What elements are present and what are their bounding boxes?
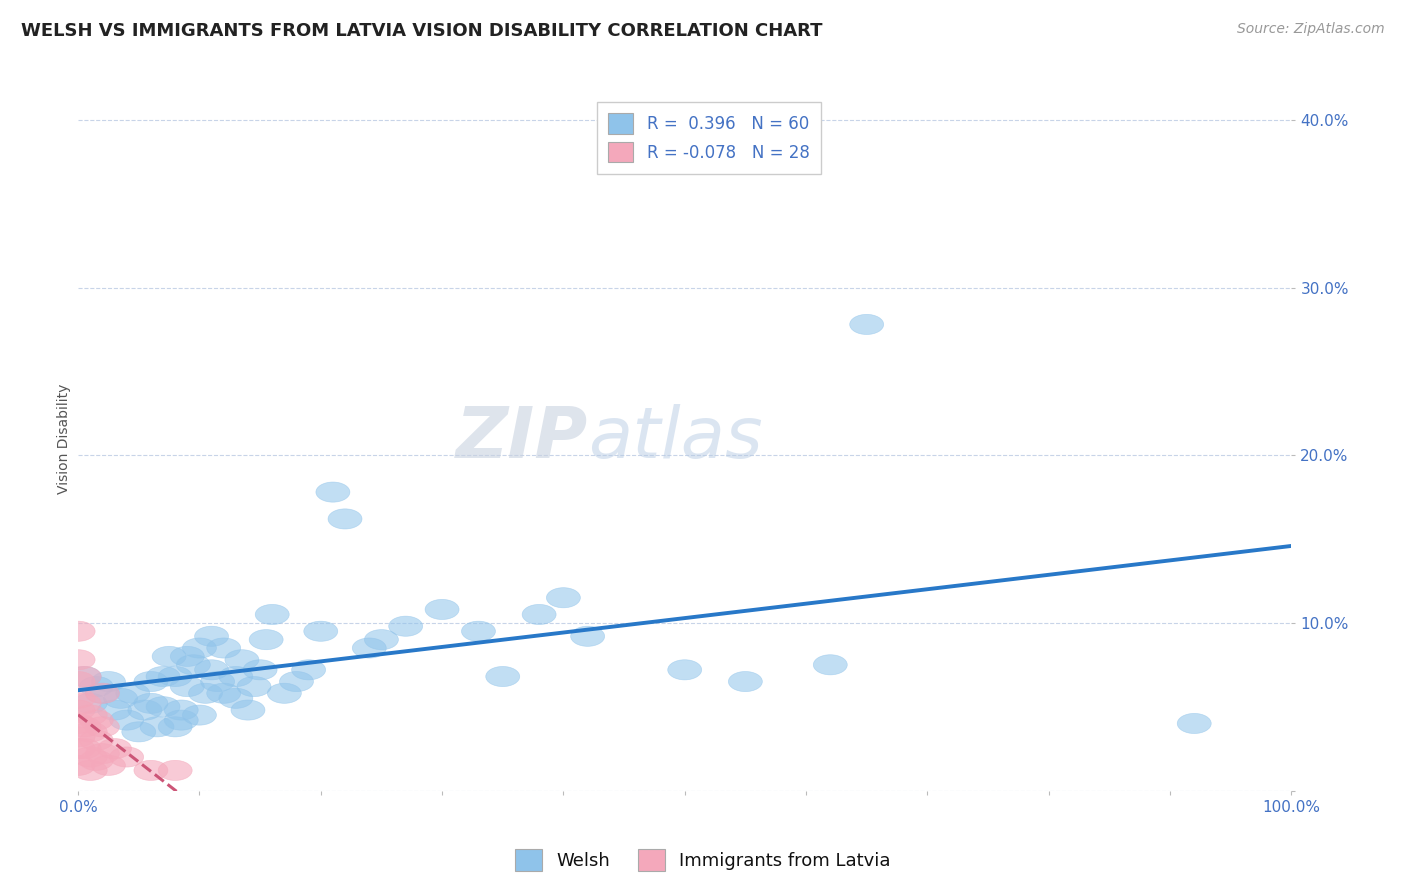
Ellipse shape (60, 756, 96, 775)
Ellipse shape (849, 314, 883, 334)
Ellipse shape (183, 638, 217, 658)
Ellipse shape (73, 693, 107, 714)
Ellipse shape (110, 747, 143, 767)
Ellipse shape (170, 676, 204, 697)
Ellipse shape (188, 683, 222, 704)
Ellipse shape (91, 756, 125, 775)
Ellipse shape (60, 700, 96, 720)
Ellipse shape (67, 739, 101, 759)
Ellipse shape (115, 683, 149, 704)
Ellipse shape (104, 689, 138, 708)
Ellipse shape (813, 655, 848, 675)
Ellipse shape (73, 747, 107, 767)
Ellipse shape (73, 705, 107, 725)
Ellipse shape (1177, 714, 1211, 733)
Ellipse shape (86, 744, 120, 764)
Ellipse shape (79, 710, 114, 731)
Text: Source: ZipAtlas.com: Source: ZipAtlas.com (1237, 22, 1385, 37)
Ellipse shape (165, 700, 198, 720)
Ellipse shape (86, 683, 120, 704)
Ellipse shape (159, 717, 193, 737)
Ellipse shape (243, 660, 277, 680)
Ellipse shape (231, 700, 264, 720)
Ellipse shape (194, 626, 229, 647)
Ellipse shape (238, 676, 271, 697)
Ellipse shape (67, 693, 101, 714)
Ellipse shape (425, 599, 460, 620)
Ellipse shape (141, 717, 174, 737)
Ellipse shape (170, 647, 204, 666)
Ellipse shape (97, 700, 132, 720)
Ellipse shape (91, 672, 125, 691)
Ellipse shape (280, 672, 314, 691)
Ellipse shape (304, 621, 337, 641)
Ellipse shape (67, 666, 101, 687)
Ellipse shape (522, 605, 557, 624)
Ellipse shape (146, 697, 180, 717)
Ellipse shape (60, 689, 96, 708)
Ellipse shape (60, 727, 96, 747)
Ellipse shape (134, 672, 167, 691)
Ellipse shape (60, 621, 96, 641)
Ellipse shape (67, 666, 101, 687)
Ellipse shape (165, 710, 198, 731)
Ellipse shape (183, 705, 217, 725)
Ellipse shape (79, 731, 114, 750)
Ellipse shape (207, 683, 240, 704)
Ellipse shape (267, 683, 301, 704)
Ellipse shape (79, 750, 114, 771)
Ellipse shape (201, 672, 235, 691)
Ellipse shape (461, 621, 495, 641)
Ellipse shape (225, 649, 259, 670)
Ellipse shape (60, 672, 96, 691)
Ellipse shape (86, 717, 120, 737)
Ellipse shape (60, 739, 96, 759)
Y-axis label: Vision Disability: Vision Disability (58, 384, 72, 493)
Ellipse shape (159, 666, 193, 687)
Ellipse shape (67, 717, 101, 737)
Ellipse shape (122, 722, 156, 742)
Ellipse shape (128, 700, 162, 720)
Ellipse shape (146, 666, 180, 687)
Ellipse shape (571, 626, 605, 647)
Ellipse shape (547, 588, 581, 607)
Legend: R =  0.396   N = 60, R = -0.078   N = 28: R = 0.396 N = 60, R = -0.078 N = 28 (596, 102, 821, 174)
Ellipse shape (79, 676, 114, 697)
Ellipse shape (194, 660, 229, 680)
Ellipse shape (60, 649, 96, 670)
Ellipse shape (316, 482, 350, 502)
Ellipse shape (207, 638, 240, 658)
Ellipse shape (110, 710, 143, 731)
Ellipse shape (97, 739, 132, 759)
Text: ZIP: ZIP (456, 404, 588, 473)
Ellipse shape (249, 630, 283, 649)
Ellipse shape (364, 630, 398, 649)
Legend: Welsh, Immigrants from Latvia: Welsh, Immigrants from Latvia (508, 842, 898, 879)
Ellipse shape (485, 666, 520, 687)
Ellipse shape (668, 660, 702, 680)
Ellipse shape (86, 683, 120, 704)
Ellipse shape (291, 660, 326, 680)
Ellipse shape (256, 605, 290, 624)
Ellipse shape (73, 722, 107, 742)
Ellipse shape (134, 760, 167, 780)
Ellipse shape (176, 655, 211, 675)
Ellipse shape (134, 693, 167, 714)
Text: WELSH VS IMMIGRANTS FROM LATVIA VISION DISABILITY CORRELATION CHART: WELSH VS IMMIGRANTS FROM LATVIA VISION D… (21, 22, 823, 40)
Ellipse shape (353, 638, 387, 658)
Ellipse shape (728, 672, 762, 691)
Ellipse shape (328, 508, 361, 529)
Ellipse shape (388, 616, 423, 636)
Ellipse shape (159, 760, 193, 780)
Ellipse shape (152, 647, 186, 666)
Text: atlas: atlas (588, 404, 762, 473)
Ellipse shape (60, 714, 96, 733)
Ellipse shape (73, 760, 107, 780)
Ellipse shape (219, 689, 253, 708)
Ellipse shape (219, 666, 253, 687)
